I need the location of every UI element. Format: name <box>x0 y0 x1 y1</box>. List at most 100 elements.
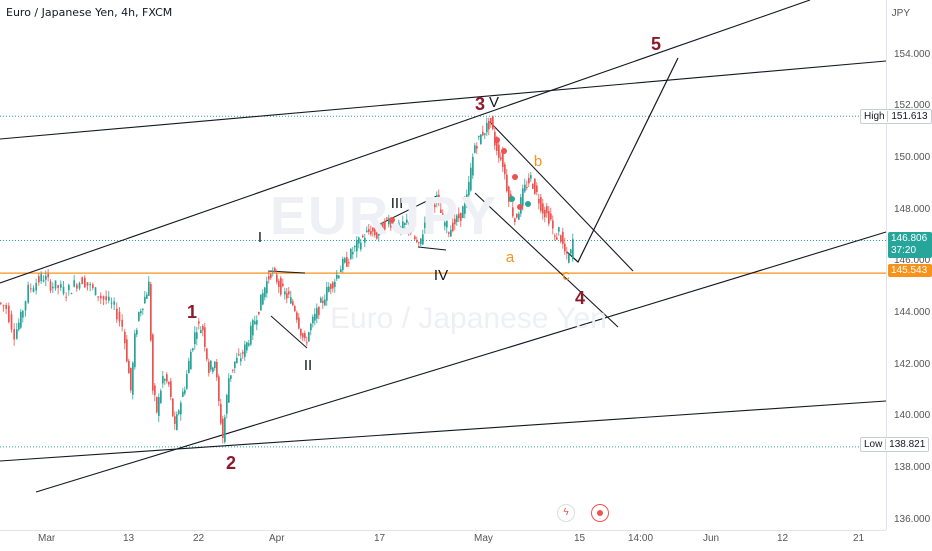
candle-body <box>526 186 528 188</box>
high-tag: High 151.613 <box>860 109 932 124</box>
candle-body <box>128 360 130 374</box>
candle-body <box>430 207 432 211</box>
candle-body <box>60 284 62 288</box>
candle-body <box>105 296 108 301</box>
candle-body <box>280 277 282 295</box>
candle-body <box>5 304 8 309</box>
candle-body <box>306 342 308 344</box>
candle-body <box>434 204 436 208</box>
candle-body <box>452 222 454 231</box>
candle-body <box>110 302 113 304</box>
candle-body <box>530 175 532 179</box>
price-tick: 138.000 <box>894 462 931 474</box>
candle-body <box>180 402 182 415</box>
candle-body <box>308 332 310 342</box>
candle-body <box>113 301 116 305</box>
candle-body <box>228 378 230 403</box>
candle-body <box>214 361 216 368</box>
candle-body <box>484 133 486 135</box>
candle-body <box>542 203 544 214</box>
wave-iv-marker <box>417 246 447 251</box>
candle-body <box>418 242 420 244</box>
candle-body <box>266 281 268 294</box>
candle-body <box>444 222 446 227</box>
candle-body <box>242 352 244 354</box>
flash-icon[interactable]: ϟ <box>557 504 575 522</box>
candle-body <box>240 358 242 362</box>
price-axis[interactable] <box>886 0 932 530</box>
candle-body <box>420 238 422 245</box>
candle-body <box>424 222 426 229</box>
candle-body <box>536 185 538 192</box>
candle-body <box>344 258 346 263</box>
candle-body <box>376 232 378 239</box>
candle-body <box>560 235 562 242</box>
candle-body <box>490 118 492 123</box>
candle-body <box>144 296 146 304</box>
candle-body <box>522 188 524 206</box>
candle-body <box>250 325 252 345</box>
candle-body <box>136 330 138 335</box>
candle-body <box>448 232 450 234</box>
candle-body <box>538 198 540 204</box>
candle-body <box>304 333 306 339</box>
candle-body <box>40 274 43 282</box>
candle-body <box>188 360 190 374</box>
target-icon[interactable] <box>591 504 609 522</box>
event-dot <box>389 217 395 223</box>
candle-body <box>404 222 406 225</box>
event-dot <box>494 137 500 143</box>
low-label: Low <box>864 439 883 450</box>
candle-body <box>202 325 204 331</box>
candle-body <box>172 398 174 417</box>
candle-body <box>514 218 516 223</box>
candle-body <box>38 276 40 283</box>
time-tick: 17 <box>374 533 386 544</box>
candle-body <box>35 283 38 291</box>
candle-body <box>440 209 442 213</box>
candle-body <box>438 194 440 202</box>
candle-body <box>148 281 150 296</box>
price-tick: 142.000 <box>894 358 931 370</box>
candle-body <box>230 375 232 379</box>
candle-body <box>216 361 218 378</box>
candle-body <box>436 195 438 202</box>
candle-body <box>42 280 45 282</box>
candle-body <box>126 339 128 362</box>
candle-body <box>100 295 102 299</box>
top-trend-line <box>0 60 887 140</box>
candle-body <box>258 311 260 315</box>
candle-body <box>460 212 462 221</box>
candle-body <box>340 269 342 273</box>
symbol-title[interactable]: Euro / Japanese Yen, 4h, FXCM <box>6 6 173 19</box>
time-axis[interactable] <box>0 530 886 551</box>
candle-body <box>480 134 482 145</box>
candle-body <box>224 417 226 443</box>
candle-body <box>94 287 97 296</box>
lower-trend-line <box>35 231 887 493</box>
candle-body <box>512 207 514 217</box>
candle-body <box>124 331 126 344</box>
candle-body <box>544 209 546 218</box>
candle-body <box>68 284 70 291</box>
wave-label-v: V <box>489 94 499 111</box>
candle-body <box>572 239 574 260</box>
candle-body <box>222 418 224 438</box>
candle-body <box>166 374 168 382</box>
price-tick: 150.000 <box>894 151 931 163</box>
event-dot <box>512 174 518 180</box>
candle-body <box>286 293 288 299</box>
candle-body <box>134 333 136 368</box>
candle-body <box>382 222 384 230</box>
candle-body <box>164 379 166 381</box>
current-price-tag: 146.806 37:20 <box>888 232 932 258</box>
candle-body <box>158 397 160 416</box>
candle-body <box>350 248 352 259</box>
candle-body <box>394 226 396 229</box>
candle-body <box>380 222 382 229</box>
time-tick: May <box>474 533 493 544</box>
candle-body <box>540 197 542 211</box>
candle-body <box>466 194 468 207</box>
candle-body <box>284 291 286 295</box>
